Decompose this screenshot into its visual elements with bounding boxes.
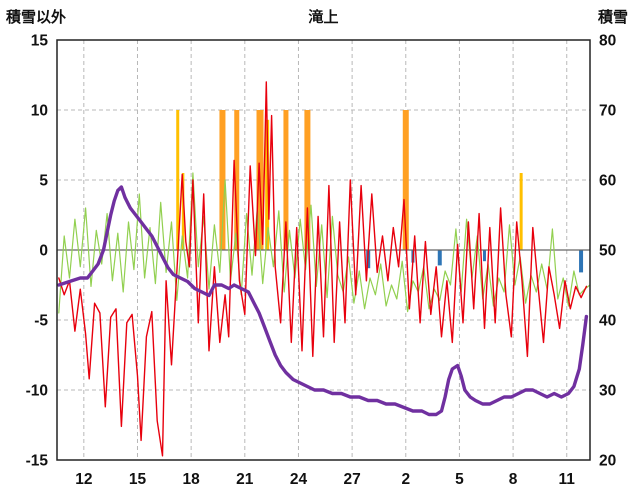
y-right-tick-label: 40 [599, 313, 616, 330]
y-left-tick-label: -10 [26, 383, 48, 400]
y-left-tick-label: 15 [31, 33, 49, 50]
precip-bar [265, 119, 270, 250]
rain-bar [482, 250, 486, 262]
plot-border [56, 39, 591, 461]
y-left-tick-label: 0 [39, 243, 48, 260]
x-tick-label: 8 [509, 471, 518, 488]
y-right-tick-label: 50 [599, 243, 616, 260]
chart-title: 滝上 [308, 9, 339, 26]
x-tick-label: 18 [183, 471, 201, 488]
x-tick-label: 15 [129, 471, 147, 488]
y-right-tick-label: 60 [599, 173, 616, 190]
left-axis-title: 積雪以外 [6, 9, 67, 26]
x-tick-label: 24 [290, 471, 308, 488]
y-right-tick-label: 30 [599, 383, 616, 400]
y-left-tick-label: 10 [31, 103, 48, 120]
y-right-tick-label: 80 [599, 33, 616, 50]
x-tick-label: 21 [236, 471, 254, 488]
y-right-tick-label: 70 [599, 103, 616, 120]
snow-depth-line [57, 185, 589, 417]
precip-bar [304, 110, 311, 250]
x-tick-label: 27 [343, 471, 360, 488]
x-tick-label: 2 [401, 471, 410, 488]
precip-bar [402, 110, 409, 250]
y-left-tick-label: -15 [26, 453, 49, 470]
rain-bar [437, 250, 442, 266]
precip-bar [283, 110, 289, 250]
temperature-line [58, 81, 588, 457]
precip-bar [234, 110, 240, 250]
green-indicator [58, 172, 591, 314]
x-tick-label: 11 [559, 471, 576, 488]
x-tick-label: 12 [75, 471, 92, 488]
right-axis-title: 積雪 [597, 9, 628, 26]
y-left-tick-label: 5 [39, 173, 48, 190]
x-tick-label: 5 [455, 471, 464, 488]
precip-bar [519, 173, 523, 250]
y-right-tick-label: 20 [599, 453, 616, 470]
precip-bar [219, 110, 226, 250]
rain-bar [579, 250, 584, 273]
precip-bar [176, 110, 180, 250]
y-left-tick-label: -5 [34, 313, 48, 330]
precip-bar [181, 173, 185, 250]
